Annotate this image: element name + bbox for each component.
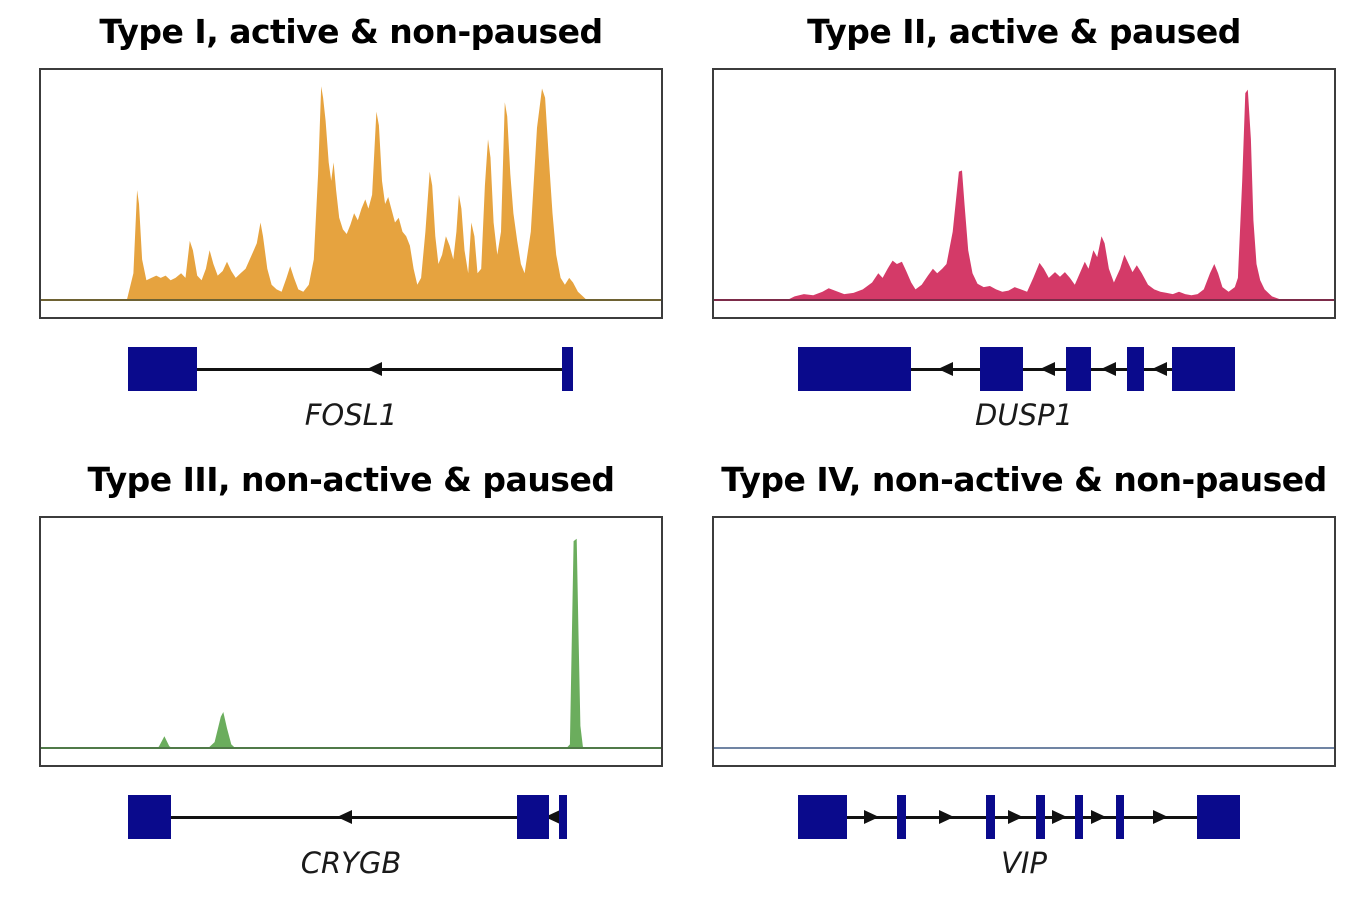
coverage-signal: [785, 89, 1288, 301]
signal-area: [126, 86, 588, 301]
exon-box: [896, 795, 907, 839]
strand-arrow-icon: [939, 810, 955, 824]
signal-baseline: [714, 299, 1334, 301]
gene-name-label: DUSP1: [975, 398, 1073, 432]
strand-arrow-icon: [1040, 362, 1056, 376]
panel-title: Type IV, non-active & non-paused: [721, 460, 1327, 499]
signal-baseline: [714, 747, 1334, 749]
strand-arrow-icon: [1101, 362, 1117, 376]
exon-box: [797, 795, 848, 839]
exon-box: [1074, 795, 1083, 839]
exon-box: [986, 795, 996, 839]
strand-arrow-icon: [937, 362, 953, 376]
panel-title: Type I, active & non-paused: [99, 12, 603, 51]
signal-area: [785, 89, 1288, 301]
strand-arrow-icon: [1008, 810, 1024, 824]
coverage-plot-type-3: [39, 516, 663, 767]
panel-type-3: Type III, non-active & paused CRYGB: [39, 448, 663, 896]
intron-line: [854, 367, 1204, 371]
signal-baseline: [41, 747, 661, 749]
panel-title: Type II, active & paused: [807, 12, 1241, 51]
gene-model-track: [712, 347, 1332, 391]
exon-box: [1196, 795, 1240, 839]
gene-model-track: [39, 347, 659, 391]
coverage-plot-type-4: [712, 516, 1336, 767]
gene-name-label: CRYGB: [300, 846, 402, 880]
intron-line: [162, 367, 568, 371]
exon-box: [1066, 347, 1091, 391]
coverage-signal: [126, 86, 588, 301]
gene-name-label: VIP: [1001, 846, 1047, 880]
coverage-signal: [152, 538, 588, 749]
panel-title: Type III, non-active & paused: [87, 460, 615, 499]
coverage-plot-type-2: [712, 68, 1336, 319]
signal-area: [152, 538, 588, 749]
panel-type-4: Type IV, non-active & non-paused VIP: [712, 448, 1336, 896]
exon-box: [517, 795, 549, 839]
strand-arrow-icon: [1152, 362, 1168, 376]
exon-box: [797, 347, 911, 391]
panel-type-2: Type II, active & paused DUSP1: [712, 0, 1336, 448]
strand-arrow-icon: [337, 810, 353, 824]
gene-model-track: [712, 795, 1332, 839]
coverage-signal: [714, 518, 1334, 749]
signal-baseline: [41, 299, 661, 301]
exon-box: [1172, 347, 1235, 391]
strand-arrow-icon: [1051, 810, 1067, 824]
strand-arrow-icon: [544, 810, 560, 824]
gene-model-track: [39, 795, 659, 839]
exon-box: [561, 347, 573, 391]
exon-box: [127, 795, 172, 839]
exon-box: [980, 347, 1024, 391]
strand-arrow-icon: [1153, 810, 1169, 824]
exon-box: [127, 347, 198, 391]
exon-box: [1127, 347, 1145, 391]
strand-arrow-icon: [1091, 810, 1107, 824]
panel-type-1: Type I, active & non-paused FOSL1: [39, 0, 663, 448]
exon-box: [1035, 795, 1045, 839]
strand-arrow-icon: [863, 810, 879, 824]
intron-line: [149, 815, 563, 819]
strand-arrow-icon: [367, 362, 383, 376]
coverage-plot-type-1: [39, 68, 663, 319]
exon-box: [558, 795, 567, 839]
gene-name-label: FOSL1: [304, 398, 398, 432]
exon-box: [1115, 795, 1125, 839]
